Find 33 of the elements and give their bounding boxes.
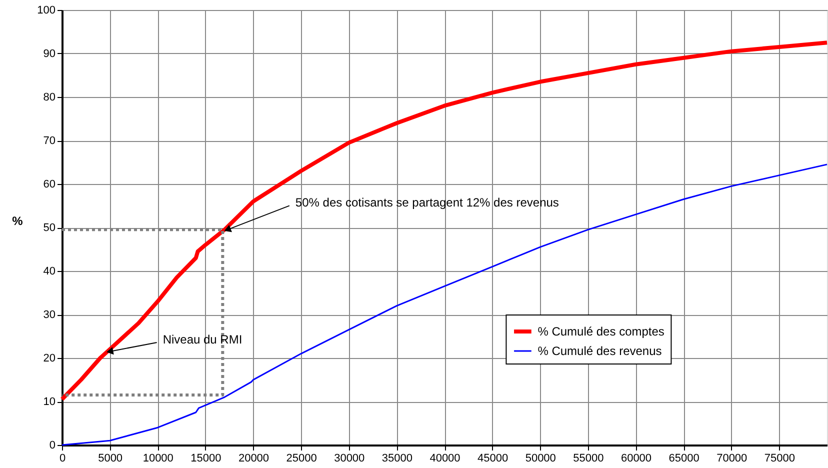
x-tick-label: 30000 <box>334 452 365 464</box>
x-tick-label: 25000 <box>286 452 317 464</box>
x-tick-label: 40000 <box>430 452 460 464</box>
x-tick-label: 75000 <box>764 452 795 464</box>
y-tick-label: 70 <box>43 135 56 147</box>
x-tick-label: 60000 <box>620 452 652 464</box>
y-tick-label: 30 <box>43 309 56 321</box>
annotation: 50% des cotisants se partagent 12% des revenus <box>295 196 559 210</box>
legend-label: % Cumulé des revenus <box>538 344 662 358</box>
y-tick-label: 100 <box>37 4 56 16</box>
x-tick-label: 50000 <box>525 452 556 464</box>
y-tick-label: 80 <box>43 92 56 104</box>
x-tick-label: 10000 <box>142 452 174 464</box>
x-tick-label: 70000 <box>716 452 748 464</box>
x-tick-label: 20000 <box>238 452 270 464</box>
x-tick-label: 15000 <box>190 452 222 464</box>
x-tick-label: 5000 <box>98 452 123 464</box>
y-tick-label: 10 <box>43 396 56 408</box>
x-tick-label: 65000 <box>668 452 700 464</box>
y-tick-label: 0 <box>49 440 56 452</box>
x-tick-label: 35000 <box>382 452 412 464</box>
x-tick-label: 0 <box>59 452 66 464</box>
y-tick-label: 20 <box>43 352 56 364</box>
y-tick-label: 40 <box>43 266 56 278</box>
y-tick-label: 60 <box>43 178 56 190</box>
x-tick-label: 55000 <box>573 452 604 464</box>
y-tick-label: 90 <box>43 48 56 60</box>
legend-label: % Cumulé des comptes <box>538 324 664 338</box>
y-tick-label: 50 <box>43 222 56 234</box>
annotation: Niveau du RMI <box>162 332 242 346</box>
x-tick-label: 45000 <box>478 452 508 464</box>
y-axis-title: % <box>12 214 24 228</box>
line-series <box>60 40 828 402</box>
